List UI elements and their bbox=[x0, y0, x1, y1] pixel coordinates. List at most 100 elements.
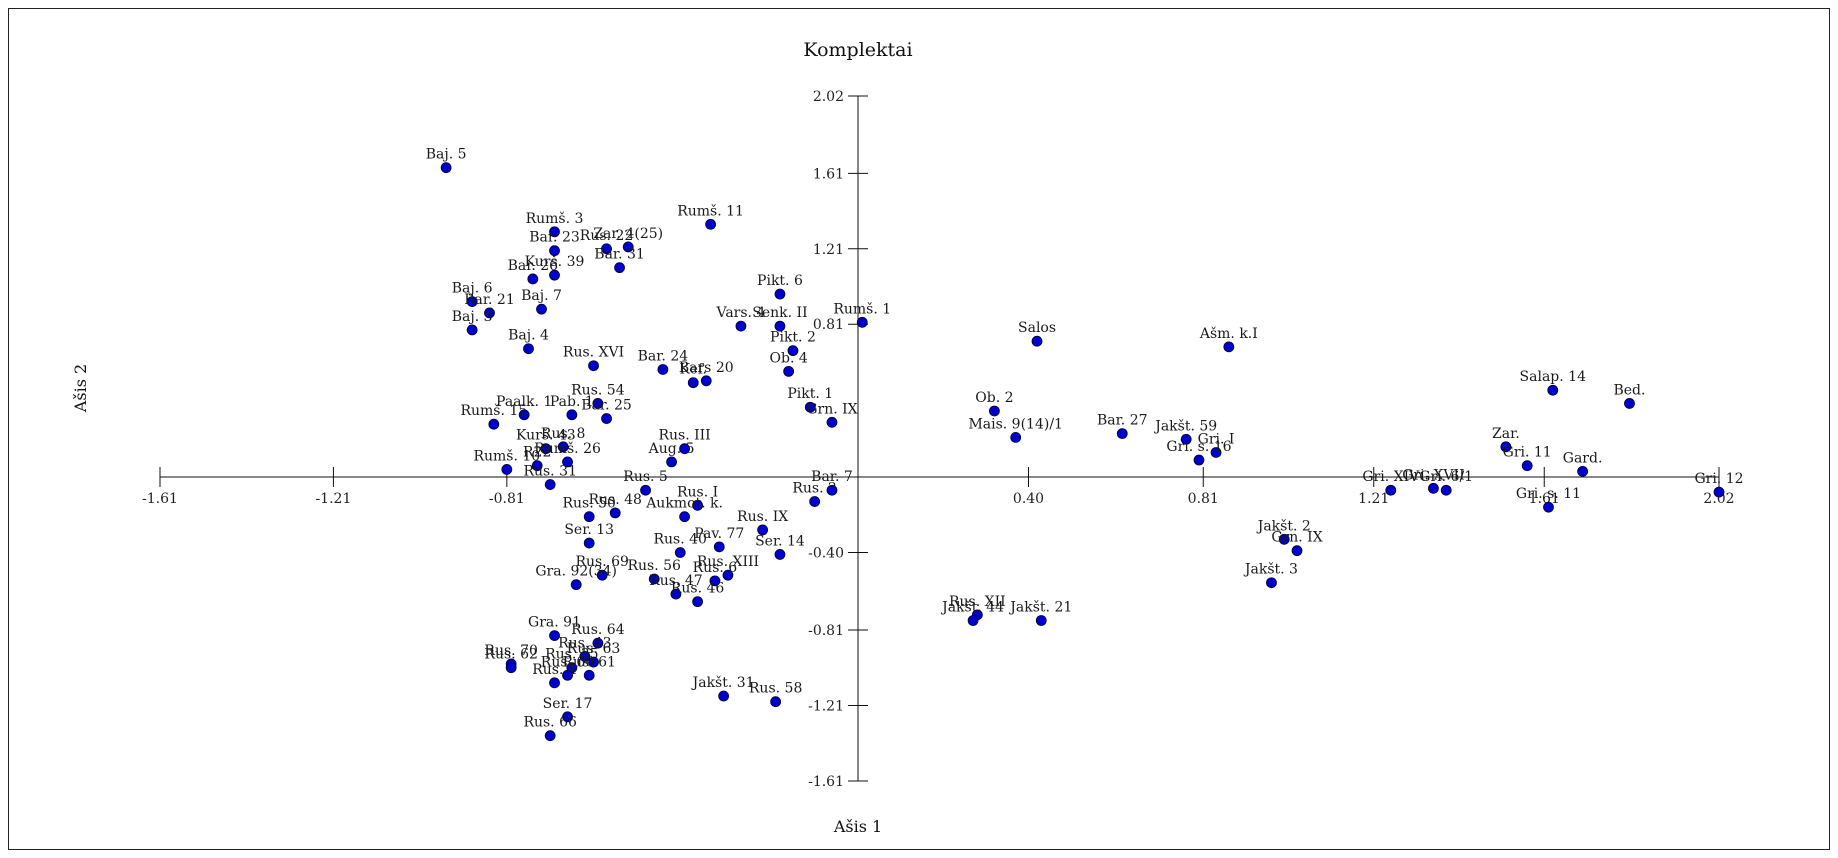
point-marker bbox=[1035, 615, 1047, 626]
y-axis-title: Ašis 2 bbox=[71, 364, 90, 413]
data-point: Salos bbox=[1018, 320, 1056, 347]
point-marker bbox=[501, 464, 513, 475]
point-marker bbox=[579, 650, 591, 662]
point-label: Rumš. 11 bbox=[677, 202, 744, 219]
point-marker bbox=[544, 730, 556, 742]
point-marker bbox=[774, 320, 786, 332]
point-label: Grn. IX bbox=[1271, 530, 1322, 546]
data-point: Rus. 48 bbox=[588, 492, 642, 519]
point-marker bbox=[705, 218, 716, 230]
data-point: Salap. 14 bbox=[1520, 369, 1586, 396]
data-point: Gri. I bbox=[1198, 431, 1234, 458]
data-point: Rus. 8 bbox=[541, 426, 585, 453]
point-marker bbox=[1193, 454, 1205, 466]
data-point: Gra. 91 bbox=[528, 615, 581, 642]
y-tick-label: -0.81 bbox=[808, 623, 844, 639]
point-label: Ser. 14 bbox=[755, 533, 805, 549]
point-label: Rus. 46 bbox=[671, 581, 725, 597]
data-point: Rus. 6 bbox=[693, 560, 737, 587]
point-label: Baj. 6 bbox=[452, 281, 493, 297]
point-marker bbox=[566, 409, 578, 421]
point-label: Aukmot. k. bbox=[645, 496, 723, 512]
point-marker bbox=[679, 511, 690, 523]
x-tick-label: -1.61 bbox=[142, 491, 178, 507]
y-tick-label: 1.21 bbox=[813, 242, 844, 258]
point-label: Gri. XIV bbox=[1362, 469, 1420, 485]
point-label: Rus. 64 bbox=[571, 622, 625, 638]
point-marker bbox=[666, 456, 677, 468]
point-label: Rus. 40 bbox=[654, 532, 707, 548]
point-marker bbox=[856, 316, 868, 328]
data-point: Bar. 23 bbox=[529, 230, 580, 257]
point-marker bbox=[549, 226, 560, 238]
point-label: Rumš. 3 bbox=[526, 210, 584, 227]
point-label: Pav. 77 bbox=[694, 526, 744, 542]
data-point: Rus. XVI bbox=[563, 345, 624, 372]
point-label: Gri. XVII bbox=[1402, 467, 1464, 483]
data-point: Grn. IX bbox=[1271, 530, 1323, 557]
point-marker bbox=[1428, 482, 1439, 494]
point-marker bbox=[592, 637, 604, 649]
data-point: Vars. 4 bbox=[716, 305, 765, 332]
data-point: Rumš. 3 bbox=[526, 210, 584, 238]
point-label: Rus. 5 bbox=[623, 469, 668, 485]
point-label: Rus. 70 bbox=[484, 643, 537, 659]
point-marker bbox=[770, 696, 782, 708]
data-point: Rus. 62 bbox=[484, 647, 538, 674]
point-marker bbox=[774, 549, 786, 560]
data-point: Rumš. 26 bbox=[534, 440, 601, 468]
point-marker bbox=[1266, 577, 1277, 589]
point-label: Rus. XIII bbox=[697, 554, 759, 570]
point-marker bbox=[640, 484, 651, 496]
point-label: Rus. 63 bbox=[567, 641, 620, 657]
point-label: Rus. 43 bbox=[558, 635, 611, 651]
point-label: Rus. 50 bbox=[562, 496, 615, 512]
point-label: Rus. 69 bbox=[575, 554, 628, 570]
point-marker bbox=[440, 162, 452, 174]
point-marker bbox=[718, 690, 730, 702]
point-label: Gri. s. 16 bbox=[1166, 439, 1231, 455]
point-label: Rus. 2 bbox=[792, 481, 837, 497]
data-point: Bar. 31 bbox=[594, 247, 645, 274]
point-marker bbox=[809, 496, 821, 507]
data-point: Baj. 5 bbox=[426, 147, 467, 174]
data-point: Baj. 7 bbox=[521, 288, 562, 315]
data-point: Rus. 50 bbox=[562, 496, 616, 523]
point-label: Rus. 22 bbox=[580, 228, 633, 244]
point-marker bbox=[692, 499, 703, 511]
data-point: R22 bbox=[523, 445, 551, 472]
data-point: Pav. 77 bbox=[694, 526, 744, 553]
point-label: Bar. 25 bbox=[581, 398, 632, 414]
point-marker bbox=[687, 377, 699, 389]
data-point: Rumš. 15 bbox=[460, 402, 527, 430]
point-label: Bed. bbox=[1613, 382, 1645, 398]
point-label: Gra. 91 bbox=[528, 615, 581, 631]
point-marker bbox=[523, 343, 534, 355]
point-marker bbox=[648, 573, 660, 585]
point-label: Rumš. 15 bbox=[460, 402, 527, 419]
chart-frame bbox=[8, 8, 1830, 850]
point-label: Baj. 5 bbox=[426, 147, 467, 163]
point-marker bbox=[583, 537, 595, 549]
point-label: Salos bbox=[1018, 320, 1056, 336]
point-label: Pikt. 6 bbox=[757, 273, 803, 289]
point-label: Gri. s. 11 bbox=[1516, 486, 1581, 502]
x-tick-label: 2.02 bbox=[1703, 491, 1734, 507]
point-label: Rus. 66 bbox=[523, 715, 577, 731]
chart-title: Komplektai bbox=[803, 39, 912, 61]
data-point: Rus. 64 bbox=[571, 622, 625, 649]
data-point: Paalk. 1 bbox=[496, 394, 552, 421]
point-marker bbox=[700, 375, 712, 387]
point-marker bbox=[722, 569, 734, 581]
data-point: Jakšt. 3 bbox=[1243, 561, 1298, 589]
point-label: Kurš. 39 bbox=[525, 253, 585, 270]
data-point: Gri. s. 11 bbox=[1516, 486, 1581, 513]
point-label: Gri. 12 bbox=[1694, 471, 1743, 487]
point-marker bbox=[1116, 428, 1128, 440]
data-point: Rus. 46 bbox=[671, 581, 725, 608]
x-tick-label: 1.61 bbox=[1529, 491, 1560, 507]
data-point: Rus. 58 bbox=[749, 681, 802, 708]
point-marker bbox=[484, 307, 495, 319]
point-marker bbox=[562, 669, 573, 681]
